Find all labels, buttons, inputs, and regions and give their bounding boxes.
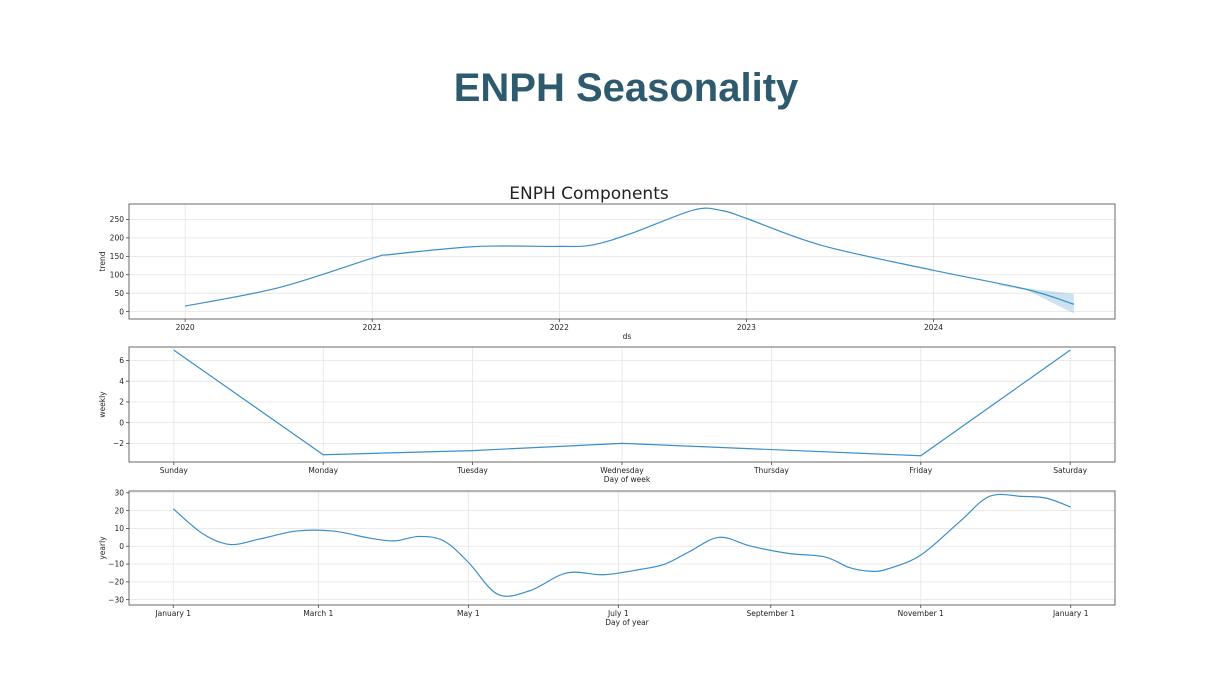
y-tick-label: 10 — [114, 524, 124, 533]
y-tick-label: 6 — [119, 356, 124, 365]
x-tick-label: March 1 — [303, 609, 333, 618]
x-tick-label: July 1 — [607, 609, 629, 618]
y-tick-label: −2 — [113, 439, 124, 448]
series-line — [185, 207, 1075, 307]
y-tick-label: 100 — [110, 270, 125, 279]
x-axis-label: ds — [623, 332, 632, 341]
y-axis-label: trend — [98, 251, 107, 271]
x-tick-label: Saturday — [1053, 466, 1087, 475]
y-tick-label: 0 — [119, 307, 124, 316]
yearly-panel: January 1 March 1 May 1 July 1 September 1 No… — [98, 488, 1116, 627]
figure-title: ENPH Components — [509, 184, 669, 204]
uncertainty-band — [999, 283, 1074, 314]
plot-frame — [128, 490, 1116, 606]
x-tick-label: Wednesday — [600, 466, 644, 475]
x-tick-label: Sunday — [160, 466, 189, 475]
x-tick-label: September 1 — [746, 609, 795, 618]
y-tick-label: 0 — [119, 542, 124, 551]
y-tick-label: 50 — [114, 289, 124, 298]
y-tick-label: 0 — [119, 418, 124, 427]
x-tick-label: January 1 — [1052, 609, 1089, 618]
x-tick-label: Thursday — [753, 466, 789, 475]
trend-panel: 2020 2021 2022 2023 2024 0 50 100 150 200 250 ds tre… — [98, 203, 1116, 341]
y-tick-label: 200 — [110, 234, 125, 243]
x-tick-label: 2023 — [737, 323, 756, 332]
x-tick-label: 2024 — [924, 323, 943, 332]
y-axis-label: weekly — [98, 391, 107, 418]
plot-frame — [128, 203, 1116, 320]
y-tick-label: −20 — [108, 578, 124, 587]
y-tick-label: −10 — [108, 560, 124, 569]
x-axis-label: Day of year — [605, 618, 649, 627]
x-tick-label: May 1 — [457, 609, 480, 618]
x-tick-label: Friday — [909, 466, 932, 475]
x-tick-label: January 1 — [154, 609, 191, 618]
x-tick-label: November 1 — [898, 609, 944, 618]
weekly-panel: Sunday Monday Tuesday Wednesday Thursday Frid… — [98, 346, 1116, 484]
slide-title: ENPH Seasonality — [453, 66, 799, 110]
series-line — [173, 349, 1071, 457]
x-axis-label: Day of week — [604, 475, 651, 484]
y-tick-label: −30 — [108, 595, 124, 604]
x-tick-label: 2022 — [550, 323, 569, 332]
y-tick-label: 30 — [114, 488, 124, 497]
y-tick-label: 250 — [110, 215, 125, 224]
y-tick-label: 4 — [119, 377, 124, 386]
y-tick-label: 20 — [114, 506, 124, 515]
y-tick-label: 2 — [119, 398, 124, 407]
x-tick-label: Monday — [308, 466, 338, 475]
series-line — [172, 493, 1071, 597]
y-tick-label: 150 — [110, 252, 125, 261]
x-tick-label: 2021 — [363, 323, 382, 332]
y-axis-label: yearly — [98, 536, 107, 560]
x-tick-label: 2020 — [176, 323, 195, 332]
x-tick-label: Tuesday — [456, 466, 488, 475]
